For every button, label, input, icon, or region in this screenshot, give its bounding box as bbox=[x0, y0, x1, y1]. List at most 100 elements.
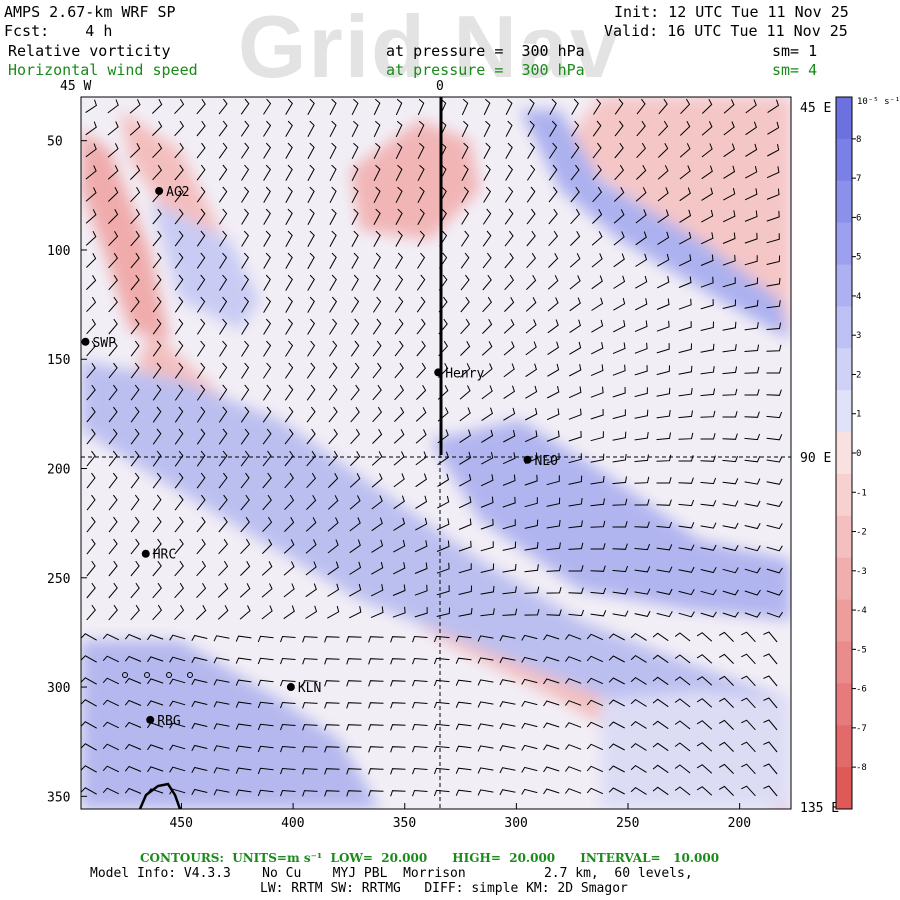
wind-barb bbox=[329, 318, 338, 335]
physics-info: LW: RRTM SW: RRTMG DIFF: simple KM: 2D S… bbox=[260, 881, 628, 896]
wind-barb bbox=[302, 680, 318, 687]
wind-barb bbox=[763, 763, 778, 775]
wind-barb bbox=[630, 786, 647, 795]
wind-barb bbox=[240, 538, 251, 555]
wind-barb bbox=[436, 562, 450, 574]
wind-barb bbox=[415, 407, 427, 422]
wind-barb bbox=[261, 561, 273, 576]
wind-barb bbox=[741, 719, 756, 731]
wind-barb bbox=[521, 656, 538, 663]
wind-barb bbox=[543, 722, 560, 729]
wind-barb bbox=[218, 384, 228, 401]
wind-barb bbox=[327, 539, 339, 554]
wind-barb bbox=[305, 539, 317, 554]
wind-barb bbox=[257, 635, 274, 643]
wind-barb bbox=[678, 321, 692, 332]
wind-barb bbox=[608, 677, 625, 685]
colorbar-label: 7 bbox=[856, 174, 861, 184]
wind-barb bbox=[218, 450, 228, 467]
wind-barb bbox=[636, 120, 646, 137]
wind-barb bbox=[417, 186, 425, 203]
wind-barb bbox=[263, 296, 272, 313]
wind-barb bbox=[433, 635, 450, 643]
wind-barb bbox=[722, 500, 739, 507]
wind-barb bbox=[696, 764, 713, 774]
wind-barb bbox=[564, 634, 582, 640]
wind-barb bbox=[283, 605, 295, 620]
wind-barb bbox=[499, 679, 516, 686]
wind-barb bbox=[455, 789, 472, 796]
wind-barb bbox=[460, 296, 470, 313]
wind-barb bbox=[586, 699, 604, 707]
wind-barb bbox=[460, 340, 471, 356]
wind-barb bbox=[280, 701, 296, 709]
wind-barb bbox=[328, 472, 339, 488]
wind-barb bbox=[390, 636, 406, 643]
wind-barb bbox=[346, 636, 362, 643]
colorbar-segment bbox=[836, 180, 852, 224]
wind-barb bbox=[744, 232, 758, 244]
wind-barb bbox=[86, 362, 96, 379]
wind-barb bbox=[213, 767, 230, 774]
wind-barb bbox=[240, 494, 250, 511]
wind-barb bbox=[656, 365, 670, 376]
wind-barb bbox=[546, 497, 561, 507]
wind-barb bbox=[656, 611, 673, 618]
x-tick-label: 300 bbox=[504, 816, 527, 831]
wind-barb bbox=[241, 252, 250, 269]
wind-barb bbox=[235, 789, 252, 796]
wind-barb bbox=[437, 495, 450, 509]
wind-barb bbox=[306, 494, 317, 510]
wind-barb bbox=[130, 362, 140, 379]
wind-barb bbox=[521, 722, 538, 729]
wind-barb bbox=[745, 143, 758, 157]
wind-barb bbox=[499, 745, 516, 752]
coastline-contour bbox=[138, 782, 182, 810]
wind-barb bbox=[437, 473, 450, 487]
wind-barb bbox=[368, 658, 384, 665]
wind-barb bbox=[433, 723, 450, 731]
wind-barb bbox=[763, 631, 778, 643]
contour-markers bbox=[122, 672, 193, 678]
wind-barb bbox=[417, 142, 425, 160]
wind-barb bbox=[349, 517, 361, 532]
wind-barb bbox=[86, 274, 97, 290]
wind-barb bbox=[504, 296, 515, 312]
wind-barb bbox=[262, 472, 272, 489]
wind-barb bbox=[634, 499, 650, 506]
wind-barb bbox=[439, 120, 447, 138]
wind-barb bbox=[169, 634, 186, 641]
wind-barb bbox=[564, 678, 582, 684]
wind-barb bbox=[744, 456, 761, 463]
colorbar-segment bbox=[836, 473, 852, 517]
wind-barb bbox=[549, 98, 557, 115]
wind-barb bbox=[130, 428, 140, 445]
wind-barb bbox=[329, 186, 337, 204]
wind-barb bbox=[767, 99, 779, 114]
wind-barb bbox=[570, 186, 580, 203]
wind-barb bbox=[262, 406, 272, 423]
wind-barb bbox=[482, 274, 492, 291]
wind-barb bbox=[700, 254, 714, 266]
wind-barb bbox=[568, 364, 582, 377]
wind-barb bbox=[656, 499, 672, 506]
wind-barb bbox=[568, 453, 582, 464]
wind-barb bbox=[235, 723, 252, 730]
wind-barb bbox=[348, 606, 362, 619]
wind-barb bbox=[390, 768, 406, 775]
wind-barb bbox=[521, 678, 538, 685]
wind-barb bbox=[766, 389, 782, 396]
wind-barb bbox=[548, 230, 559, 247]
wind-barb bbox=[213, 789, 230, 796]
wind-barb bbox=[608, 655, 625, 663]
wind-barb bbox=[458, 518, 472, 530]
wind-barb bbox=[480, 496, 494, 508]
wind-barb bbox=[390, 702, 406, 709]
wind-barb bbox=[349, 561, 362, 575]
wind-barb bbox=[612, 409, 626, 420]
wind-barb bbox=[263, 208, 271, 225]
wind-barb bbox=[635, 275, 648, 289]
wind-barb bbox=[612, 431, 627, 441]
wind-barb bbox=[218, 164, 228, 181]
wind-barb bbox=[564, 766, 582, 772]
